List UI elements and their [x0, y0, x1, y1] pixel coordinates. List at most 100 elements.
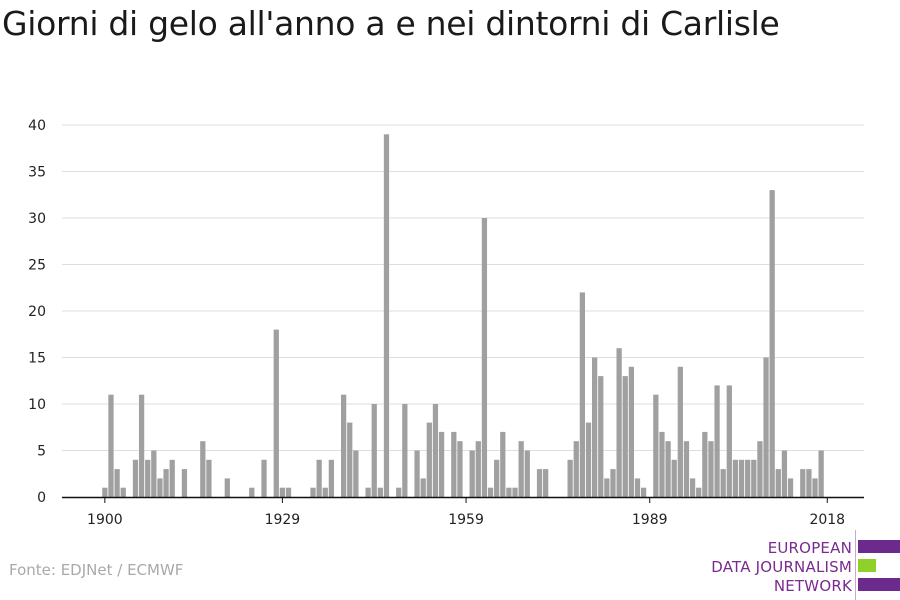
bar [653, 394, 659, 497]
bar [757, 441, 763, 497]
bar [585, 422, 592, 497]
bar [181, 469, 188, 497]
y-tick-label: 20 [28, 304, 46, 320]
bar [506, 487, 512, 497]
bar [671, 459, 677, 497]
bar [353, 450, 359, 497]
bar [200, 441, 206, 497]
bar [634, 478, 641, 497]
bar [622, 376, 628, 497]
x-tick-label: 1900 [87, 512, 123, 528]
bar [579, 292, 586, 497]
logo-bar-purple-top [858, 540, 900, 553]
bar [659, 431, 665, 497]
bar [494, 459, 500, 497]
bar [102, 487, 108, 497]
bar [800, 469, 806, 497]
bar [677, 366, 683, 497]
bar [426, 422, 432, 497]
x-tick-label: 1959 [448, 512, 484, 528]
bar [769, 190, 775, 497]
bar [787, 478, 794, 497]
y-tick-label: 30 [28, 211, 46, 227]
bar [377, 487, 383, 497]
bar [469, 450, 475, 497]
bar [114, 469, 120, 497]
bar [365, 487, 371, 497]
bar [640, 487, 647, 497]
chart-title: Giorni di gelo all'anno a e nei dintorni… [2, 4, 780, 43]
bars [102, 134, 824, 498]
y-tick-label: 40 [28, 118, 46, 134]
bar [285, 487, 292, 497]
y-tick-label: 5 [37, 444, 46, 460]
bar [322, 487, 328, 497]
bar [120, 487, 126, 497]
bar [818, 450, 824, 497]
x-tick-label: 2018 [809, 512, 845, 528]
bar [708, 441, 714, 497]
bar [108, 394, 114, 497]
bar [145, 459, 151, 497]
bar [604, 478, 610, 497]
bar [347, 422, 353, 497]
bar [598, 376, 604, 497]
bar [138, 394, 145, 497]
bar [481, 218, 488, 497]
bar [316, 459, 322, 497]
bar [763, 357, 769, 497]
bar [683, 441, 690, 497]
logo-divider [855, 530, 856, 600]
logo-line-european: EUROPEAN [767, 539, 852, 557]
bar [396, 487, 402, 497]
y-tick-label: 25 [28, 258, 46, 274]
bar [249, 487, 255, 497]
bar [414, 450, 420, 497]
bar [714, 385, 720, 497]
bar [567, 459, 573, 497]
bar [732, 459, 739, 497]
bar [487, 487, 494, 497]
bar [438, 431, 445, 497]
bar [616, 348, 622, 497]
bar [132, 459, 139, 497]
bar [475, 441, 481, 497]
bar [781, 450, 788, 497]
bar [745, 459, 751, 497]
logo-line-data-journalism: DATA JOURNALISM [711, 558, 852, 576]
y-tick-label: 15 [28, 351, 46, 367]
bar [340, 394, 347, 497]
bar [806, 469, 812, 497]
axes: 0 5 10 15 20 25 30 35 40 1900 1929 1959 1989 2018 [28, 118, 864, 528]
bar [726, 385, 732, 497]
bar [383, 134, 390, 498]
logo-line-network: NETWORK [773, 577, 852, 595]
bar [157, 478, 163, 497]
bar [775, 469, 781, 497]
bar [573, 441, 579, 497]
bar [310, 487, 316, 497]
grid-lines [62, 124, 864, 451]
bar [279, 487, 286, 497]
bar [720, 469, 726, 497]
bar [512, 487, 518, 497]
bar [224, 478, 230, 497]
bar [738, 459, 745, 497]
bar [751, 459, 757, 497]
bar [689, 478, 696, 497]
bar [500, 431, 506, 497]
x-tick-label: 1929 [265, 512, 301, 528]
bar [328, 459, 335, 497]
bar [457, 441, 463, 497]
bar [536, 469, 543, 497]
bar [451, 431, 457, 497]
bar [543, 469, 549, 497]
edjnet-logo: EUROPEAN DATA JOURNALISM NETWORK [690, 530, 900, 600]
bar [665, 441, 671, 497]
source-note: Fonte: EDJNet / ECMWF [9, 561, 184, 579]
bar [206, 459, 212, 497]
bar [261, 459, 267, 497]
bar [518, 441, 524, 497]
bar [169, 459, 175, 497]
